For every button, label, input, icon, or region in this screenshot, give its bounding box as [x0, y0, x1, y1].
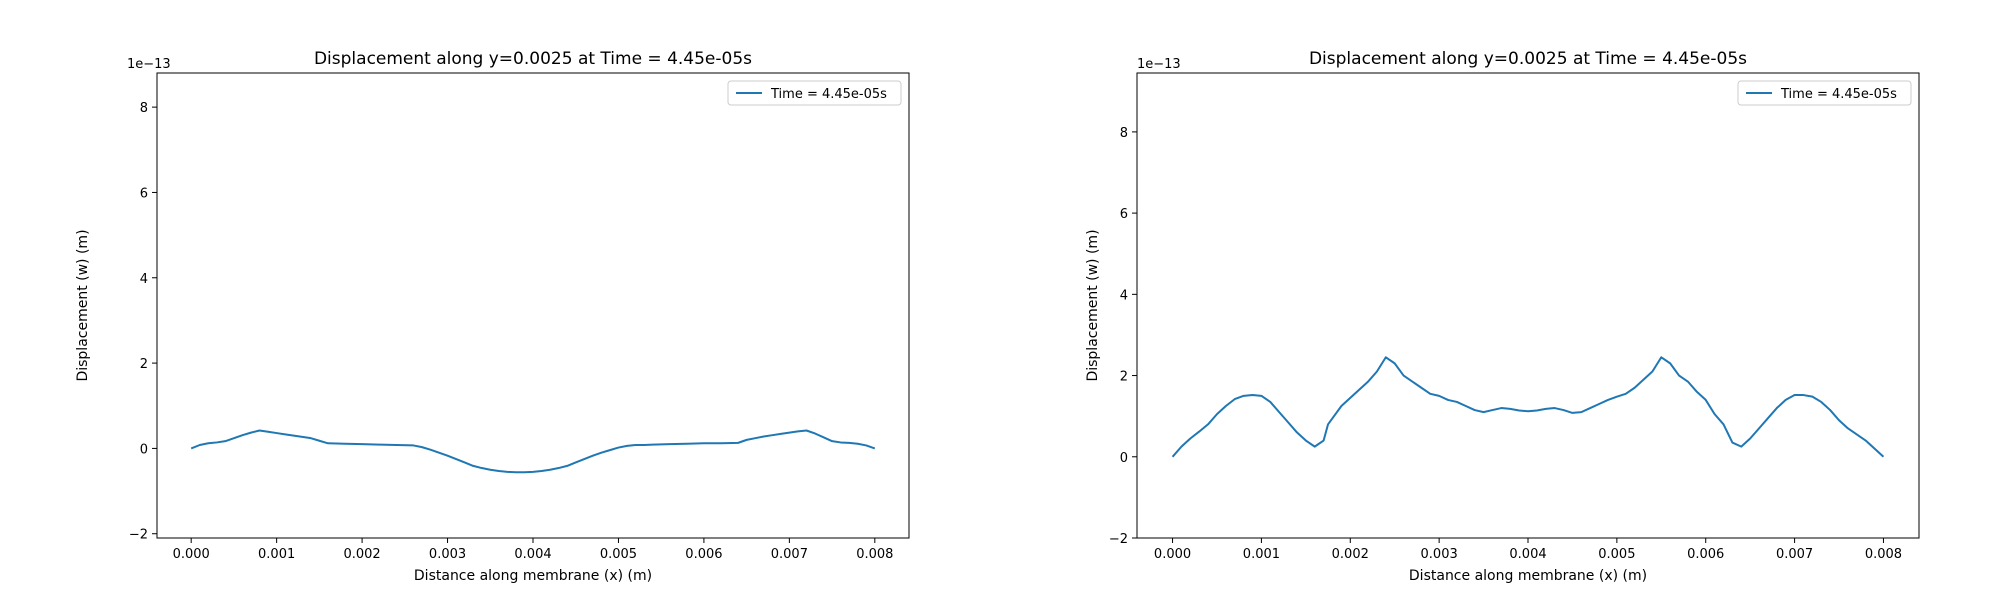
x-tick-label: 0.000 — [173, 547, 210, 562]
x-tick-label: 0.004 — [1509, 547, 1546, 562]
x-tick-label: 0.004 — [514, 547, 551, 562]
x-tick-label: 0.002 — [343, 547, 380, 562]
y-tick-label: 6 — [1120, 207, 1128, 222]
x-tick-label: 0.003 — [1421, 547, 1458, 562]
x-tick-label: 0.005 — [1598, 547, 1635, 562]
x-tick-label: 0.001 — [1243, 547, 1280, 562]
chart-title: Displacement along y=0.0025 at Time = 4.… — [314, 49, 752, 69]
x-ticks: 0.000 0.001 0.002 0.003 0.004 0.005 0.006 0.007… — [173, 538, 893, 562]
y-tick-label: 4 — [1120, 288, 1128, 303]
legend-entry: Time = 4.45e-05s — [770, 87, 887, 102]
y-tick-label: 0 — [140, 442, 148, 457]
x-tick-label: 0.007 — [1776, 547, 1813, 562]
x-ticks: 0.000 0.001 0.002 0.003 0.004 0.005 0.006 0.007… — [1154, 538, 1902, 562]
legend-box — [1737, 80, 1912, 106]
chart-right: Displacement along y=0.0025 at Time = 4.… — [1085, 49, 1920, 584]
plot-area — [1136, 72, 1920, 539]
y-ticks: −2 0 2 4 6 8 — [129, 101, 157, 543]
y-ticks: −2 0 2 4 6 8 — [1109, 126, 1137, 547]
x-tick-label: 0.002 — [1332, 547, 1369, 562]
x-tick-label: 0.001 — [258, 547, 295, 562]
chart-left: Displacement along y=0.0025 at Time = 4.… — [75, 49, 910, 584]
x-tick-label: 0.006 — [685, 547, 722, 562]
plot-area — [156, 72, 910, 539]
y-tick-label: 2 — [140, 357, 148, 372]
y-offset-label: 1e−13 — [127, 57, 171, 72]
series-group — [1171, 356, 1885, 458]
y-offset-label: 1e−13 — [1137, 57, 1181, 72]
x-axis-label: Distance along membrane (x) (m) — [414, 568, 652, 584]
y-axis-label: Displacement (w) (m) — [75, 229, 91, 381]
y-tick-label: 0 — [1120, 451, 1128, 466]
y-tick-label: 2 — [1120, 370, 1128, 385]
y-tick-label: 4 — [140, 272, 148, 287]
chart-title: Displacement along y=0.0025 at Time = 4.… — [1309, 49, 1747, 69]
legend-entry: Time = 4.45e-05s — [1780, 87, 1897, 102]
x-tick-label: 0.006 — [1687, 547, 1724, 562]
x-tick-label: 0.000 — [1154, 547, 1191, 562]
x-tick-label: 0.008 — [856, 547, 893, 562]
legend: Time = 4.45e-05s — [1737, 80, 1912, 106]
y-tick-label: 8 — [140, 101, 148, 116]
y-tick-label: −2 — [129, 528, 148, 543]
series-line — [190, 429, 876, 474]
y-tick-label: −2 — [1109, 532, 1128, 547]
series-line — [1171, 356, 1885, 458]
legend-box — [727, 80, 902, 106]
x-axis-label: Distance along membrane (x) (m) — [1409, 568, 1647, 584]
y-tick-label: 8 — [1120, 126, 1128, 141]
x-tick-label: 0.008 — [1865, 547, 1902, 562]
series-group — [190, 429, 876, 474]
legend: Time = 4.45e-05s — [727, 80, 902, 106]
x-tick-label: 0.005 — [600, 547, 637, 562]
y-axis-label: Displacement (w) (m) — [1085, 229, 1101, 381]
y-tick-label: 6 — [140, 186, 148, 201]
x-tick-label: 0.003 — [429, 547, 466, 562]
x-tick-label: 0.007 — [771, 547, 808, 562]
